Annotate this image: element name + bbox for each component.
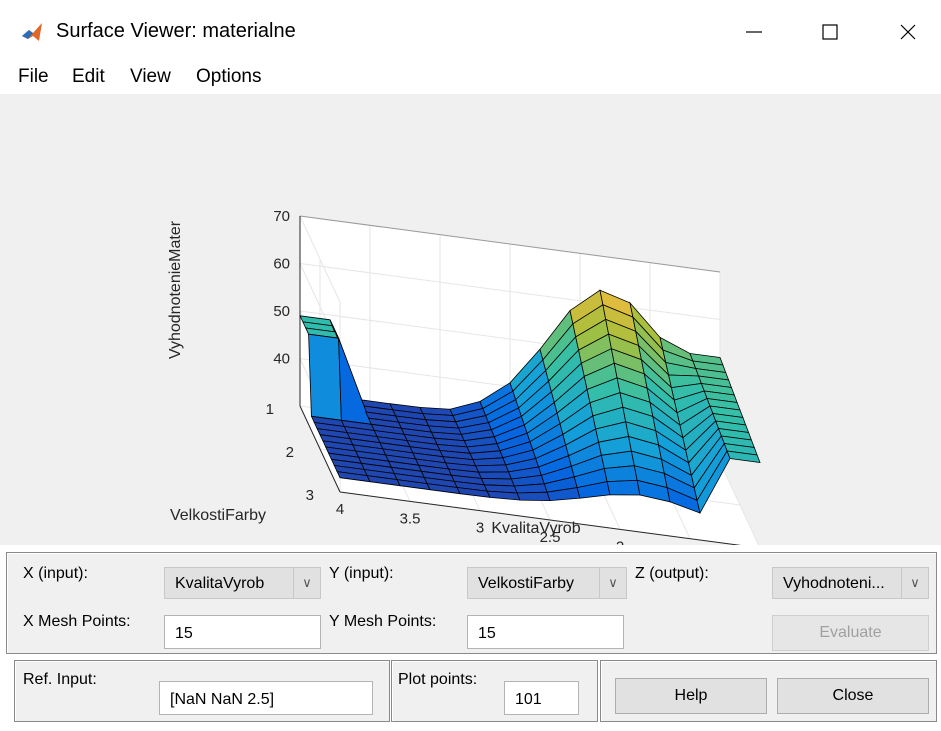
x-input-dropdown[interactable]: KvalitaVyrob ∨ [164,567,321,599]
chevron-down-icon: ∨ [599,568,626,598]
menu-file[interactable]: File [18,66,49,87]
z-output-dropdown[interactable]: Vyhodnoteni... ∨ [772,567,929,599]
surface-patch [308,333,342,421]
close-button[interactable]: Close [777,678,929,714]
y-input-value: VelkostiFarby [478,575,575,592]
plot-points-input[interactable] [515,691,572,709]
z-tick-label: 50 [273,303,290,320]
chevron-down-icon: ∨ [901,568,928,598]
plot-points-label: Plot points: [398,671,478,688]
action-buttons-panel: Help Close [600,660,937,722]
surface-patch [475,464,510,473]
x-tick-label: 2.5 [540,529,561,545]
matlab-logo-icon [20,20,44,44]
y-tick-label: 1 [266,401,274,418]
window-title: Surface Viewer: materialne [56,20,296,42]
y-axis-line [299,405,341,493]
z-tick-label: 40 [273,351,290,368]
evaluate-button[interactable]: Evaluate [772,615,929,651]
z-output-value: Vyhodnoteni... [783,575,885,592]
x-input-value: KvalitaVyrob [175,575,265,592]
minimize-icon [746,31,762,33]
axis-line [299,215,721,273]
gridline [299,215,341,303]
z-axis-label: VyhodnotenieMater [167,220,184,359]
surface-patch [603,465,638,483]
y-input-label: Y (input): [329,565,394,582]
maximize-icon [822,24,838,40]
ref-input-label: Ref. Input: [23,671,97,688]
menu-bar: File Edit View Options [0,60,941,94]
x-tick-label: 2 [616,538,624,545]
x-tick-label: 4 [336,501,344,518]
menu-edit[interactable]: Edit [72,66,105,87]
y-tick-label: 2 [286,444,294,461]
chevron-down-icon: ∨ [293,568,320,598]
y-mesh-label: Y Mesh Points: [329,613,437,630]
x-axis-line [339,491,742,545]
x-axis-label: KvalitaVyrob [491,520,580,537]
surface-patch [606,479,641,496]
y-axis-label: VelkostiFarby [170,507,266,524]
surface-patch [726,450,761,463]
x-input-label: X (input): [23,565,88,582]
x-mesh-field[interactable] [164,615,321,649]
y-mesh-input[interactable] [478,625,617,643]
x-tick-label: 3 [476,520,484,537]
gridline [299,263,721,320]
plot-points-panel: Plot points: [391,660,598,722]
minimize-button[interactable] [734,14,774,50]
title-bar: Surface Viewer: materialne [0,0,941,60]
z-tick-label: 70 [273,208,290,225]
y-input-dropdown[interactable]: VelkostiFarby ∨ [467,567,627,599]
surface-patch [516,491,551,502]
ref-input-input[interactable] [170,691,366,709]
y-tick-label: 3 [306,487,314,504]
surface-mesh [299,289,761,515]
help-button[interactable]: Help [615,678,767,714]
plot-points-field[interactable] [504,681,579,715]
ref-input-panel: Ref. Input: [14,660,390,722]
y-mesh-field[interactable] [467,615,624,649]
ref-input-field[interactable] [159,681,373,715]
x-mesh-label: X Mesh Points: [23,613,131,630]
close-window-button[interactable] [888,14,928,50]
menu-options[interactable]: Options [196,66,262,87]
window-bottom-edge [0,722,941,731]
input-selection-panel: X (input): KvalitaVyrob ∨ Y (input): Vel… [6,552,937,654]
menu-view[interactable]: View [130,66,171,87]
z-output-label: Z (output): [635,565,709,582]
x-tick-label: 3.5 [400,510,421,527]
z-tick-label: 60 [273,256,290,273]
surface-patch [477,471,512,480]
close-icon [900,24,916,40]
maximize-button[interactable] [810,14,850,50]
x-mesh-input[interactable] [175,625,314,643]
